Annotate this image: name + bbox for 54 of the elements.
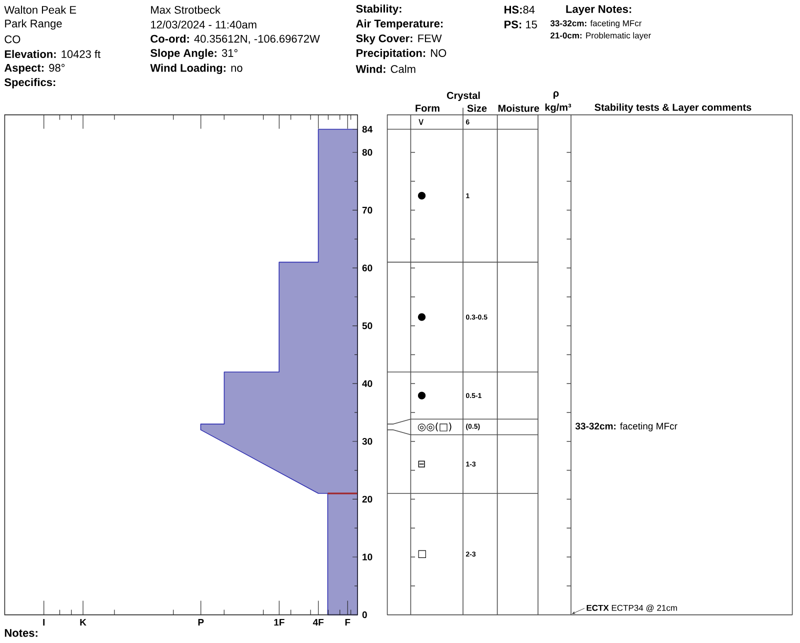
- text: 1F: [274, 619, 284, 626]
- y-tick-label: 80: [362, 148, 372, 156]
- text: Park Range: [5, 19, 62, 30]
- category-label: kg/m³: [545, 104, 572, 113]
- y-tick-label: 40: [362, 380, 372, 387]
- text: ∨: [418, 119, 424, 125]
- y-tick-label: 84: [362, 126, 373, 133]
- text: Stability:: [356, 4, 402, 15]
- text: Air Temperature:: [356, 19, 443, 30]
- text: CO: [4, 35, 20, 44]
- text: Elevation: 10423 ft: [4, 50, 100, 58]
- text: 21-0cm: Problematic layer: [550, 32, 651, 40]
- text: HS:84: [504, 6, 535, 14]
- text: ⊟: [418, 460, 425, 468]
- text: PS: 15: [504, 20, 537, 28]
- text: Aspect: 98°: [4, 64, 65, 74]
- text: Notes:: [4, 629, 38, 637]
- text: ECTX ECTP34 @ 21cm: [586, 604, 677, 612]
- text: 33-32cm: faceting MFcr: [550, 20, 642, 28]
- text: Specifics:: [4, 78, 56, 88]
- text: P: [198, 619, 204, 626]
- text: Wind Loading: no: [150, 64, 242, 74]
- text: Wind: Calm: [356, 64, 416, 73]
- text: I: [43, 619, 45, 626]
- y-tick-label: 0: [362, 611, 367, 618]
- text: 33-32cm: faceting MFcr: [575, 422, 678, 432]
- text: Layer Notes:: [566, 5, 632, 16]
- category-label: Form: [416, 104, 440, 112]
- text: Crystal: [446, 92, 480, 101]
- text: ●: [418, 192, 426, 200]
- y-tick-label: 10: [362, 554, 372, 560]
- text: ●: [418, 313, 426, 321]
- category-label: Stability tests & Layer comments: [594, 104, 752, 113]
- text: ●: [418, 392, 426, 400]
- text: Co-ord: 40.35612N, -106.69672W: [150, 34, 320, 44]
- text: ◎◎(□): [418, 422, 452, 432]
- text: 12/03/2024 - 11:40am: [151, 20, 256, 29]
- text: Max Strotbeck: [151, 6, 221, 14]
- y-tick-label: 50: [362, 322, 372, 330]
- text: Slope Angle: 31°: [150, 48, 238, 60]
- text: K: [80, 619, 86, 626]
- text: 4F: [312, 619, 324, 626]
- text: Sky Cover: FEW: [356, 34, 442, 44]
- y-tick-label: 20: [362, 496, 372, 503]
- category-label: Size: [467, 104, 487, 112]
- text: F: [345, 619, 350, 626]
- text: Precipitation: NO: [356, 48, 446, 60]
- text: Walton Peak E: [4, 6, 76, 14]
- text: □: [418, 550, 426, 558]
- text: ρ: [554, 91, 559, 99]
- y-tick-label: 70: [362, 206, 372, 214]
- y-tick-label: 30: [362, 438, 372, 445]
- category-label: Moisture: [498, 104, 540, 112]
- y-tick-label: 60: [362, 264, 372, 272]
